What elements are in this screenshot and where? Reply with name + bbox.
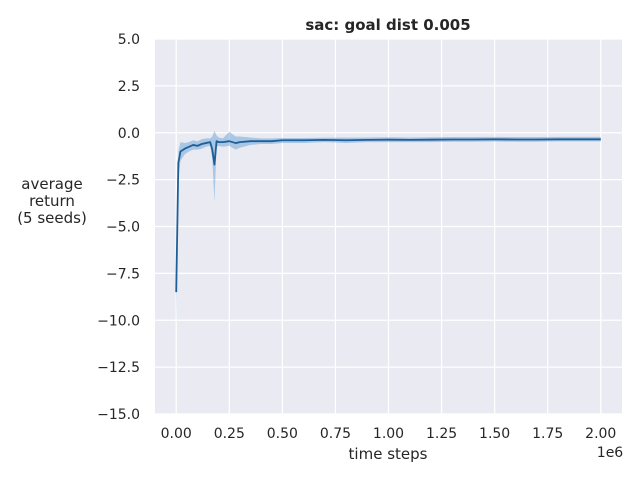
y-tick-label: −7.5 [106, 266, 140, 282]
y-axis-label-line-3: (5 seeds) [17, 209, 87, 227]
y-tick-label: −10.0 [97, 313, 140, 329]
x-tick-label: 1.00 [373, 426, 404, 442]
x-axis-label: time steps [349, 445, 428, 463]
y-tick-label: −15.0 [97, 407, 140, 423]
y-tick-label: 0.0 [118, 126, 140, 142]
x-tick-label: 0.25 [214, 426, 245, 442]
series-layer [175, 130, 601, 324]
x-tick-label: 0.50 [267, 426, 298, 442]
x-axis-ticks: 0.00 0.25 0.50 0.75 1.00 1.25 1.50 1.75 2.00 [161, 426, 617, 442]
x-tick-label: 0.75 [320, 426, 351, 442]
x-tick-label: 1.25 [426, 426, 457, 442]
grid-lines [155, 38, 622, 415]
y-tick-label: −2.5 [106, 173, 140, 189]
y-tick-label: −12.5 [97, 360, 140, 376]
x-tick-label: 2.00 [585, 426, 616, 442]
mean-return-line [175, 138, 601, 293]
x-tick-label: 1.50 [479, 426, 510, 442]
y-axis-label-line-2: return [29, 192, 75, 210]
x-tick-label: 0.00 [161, 426, 192, 442]
chart-title: sac: goal dist 0.005 [305, 16, 470, 34]
x-tick-label: 1.75 [532, 426, 563, 442]
y-tick-label: 2.5 [118, 79, 140, 95]
y-axis-ticks: 5.0 2.5 0.0 −2.5 −5.0 −7.5 −10.0 −12.5 −15.0 [97, 32, 140, 423]
y-tick-label: 5.0 [118, 32, 140, 48]
y-axis-label-line-1: average [21, 175, 82, 193]
x-axis-offset-text: 1e6 [597, 445, 624, 461]
y-tick-label: −5.0 [106, 220, 140, 236]
